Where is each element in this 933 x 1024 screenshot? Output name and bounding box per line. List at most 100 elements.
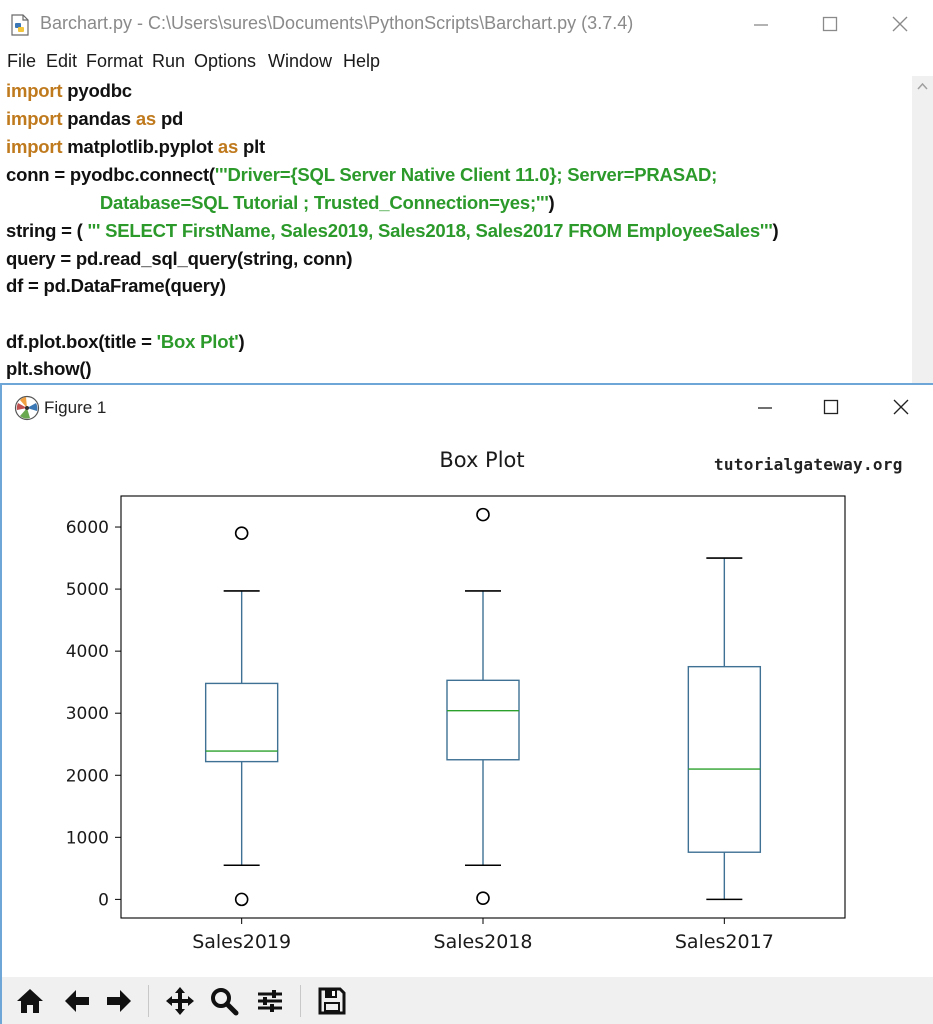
code-line: Database=SQL Tutorial ; Trusted_Connecti… (6, 192, 555, 214)
code-text: pyodbc (62, 80, 132, 101)
code-keyword: import (6, 80, 63, 101)
code-string: Database=SQL Tutorial ; Trusted_Connecti… (99, 192, 549, 213)
outlier-point (476, 891, 490, 905)
close-icon (893, 399, 909, 415)
code-line: df.plot.box(title = 'Box Plot') (6, 331, 245, 353)
code-string: 'Box Plot' (156, 331, 239, 352)
y-tick-label: 4000 (66, 642, 109, 662)
menu-options[interactable]: Options (194, 51, 257, 71)
x-tick-label: Sales2017 (675, 931, 774, 953)
back-button[interactable] (57, 981, 97, 1021)
x-tick-label: Sales2019 (192, 931, 291, 953)
figure-window: Figure 1 tutorialgateway.org Box Plot 0 1… (0, 383, 933, 1024)
code-text: df.plot.box(title = (6, 331, 157, 352)
maximize-icon (822, 16, 838, 32)
close-icon (892, 16, 908, 32)
y-tick-label: 3000 (66, 704, 109, 724)
y-tick-label: 5000 (66, 580, 109, 600)
navigation-toolbar (2, 977, 933, 1024)
figure-maximize-button[interactable] (813, 389, 849, 425)
code-text: ) (772, 220, 779, 241)
configure-subplots-icon (258, 990, 282, 1012)
outlier-point (476, 507, 490, 522)
menu-bar: File Edit Format Run Options Window Help (0, 48, 933, 76)
y-tick-label: 0 (98, 890, 109, 910)
outlier-point (234, 892, 249, 907)
code-text: ) (238, 331, 245, 352)
y-tick-label: 2000 (66, 766, 109, 786)
code-keyword: as (217, 136, 239, 157)
toolbar-separator (300, 985, 301, 1017)
back-arrow-icon (65, 990, 89, 1012)
close-button[interactable] (882, 6, 918, 42)
menu-run[interactable]: Run (152, 51, 186, 71)
figure-minimize-button[interactable] (747, 389, 783, 425)
code-text: ) (548, 192, 555, 213)
menu-window[interactable]: Window (268, 51, 333, 71)
code-text: query = pd.read_sql_query(string, conn) (6, 248, 353, 269)
outlier-point (234, 526, 249, 541)
zoom-icon (211, 988, 239, 1016)
y-tick-label: 1000 (66, 828, 109, 848)
pan-icon (166, 987, 194, 1015)
code-line: df = pd.DataFrame(query) (6, 275, 226, 297)
window-title: Barchart.py - C:\Users\sures\Documents\P… (40, 13, 634, 33)
vertical-scrollbar[interactable] (912, 76, 933, 383)
code-line: plt.show() (6, 358, 92, 380)
code-line: query = pd.read_sql_query(string, conn) (6, 248, 353, 270)
minimize-icon (754, 24, 768, 26)
code-text: pandas (62, 108, 136, 129)
code-line: string = ( ''' SELECT FirstName, Sales20… (6, 220, 779, 242)
save-icon (318, 987, 346, 1015)
idle-titlebar: Barchart.py - C:\Users\sures\Documents\P… (0, 0, 933, 48)
y-tick-label: 6000 (66, 518, 109, 538)
box-iqr (687, 665, 762, 853)
code-string: '''Driver={SQL Server Native Client 11.0… (214, 164, 718, 185)
maximize-icon (823, 399, 839, 415)
menu-format[interactable]: Format (86, 51, 144, 71)
home-button[interactable] (10, 981, 50, 1021)
zoom-button[interactable] (204, 981, 244, 1021)
code-text: pd (156, 108, 184, 129)
x-tick-label: Sales2018 (434, 931, 533, 953)
idle-editor-window: Barchart.py - C:\Users\sures\Documents\P… (0, 0, 933, 383)
figure-close-button[interactable] (883, 389, 919, 425)
code-keyword: import (6, 136, 63, 157)
save-button[interactable] (312, 981, 352, 1021)
code-text (6, 192, 100, 213)
minimize-icon (758, 407, 772, 409)
toolbar-separator (148, 985, 149, 1017)
menu-help[interactable]: Help (343, 51, 381, 71)
code-line: conn = pyodbc.connect('''Driver={SQL Ser… (6, 164, 717, 186)
code-text: matplotlib.pyplot (62, 136, 218, 157)
menu-file[interactable]: File (7, 51, 37, 71)
figure-titlebar: Figure 1 (2, 385, 933, 429)
code-line: import pyodbc (6, 80, 132, 102)
python-file-icon (11, 14, 29, 36)
code-text: df = pd.DataFrame(query) (6, 275, 226, 296)
code-line: import pandas as pd (6, 108, 183, 130)
code-string: ''' SELECT FirstName, Sales2019, Sales20… (87, 220, 773, 241)
watermark-text: tutorialgateway.org (714, 455, 903, 474)
code-line: import matplotlib.pyplot as plt (6, 136, 265, 158)
chart-title: Box Plot (439, 448, 524, 472)
figure-title: Figure 1 (44, 398, 107, 417)
scroll-up-icon[interactable] (917, 82, 928, 90)
forward-button[interactable] (99, 981, 139, 1021)
box-iqr (446, 679, 520, 761)
minimize-button[interactable] (743, 6, 779, 42)
box-plot-chart: Box Plot 0 1000 2000 3000 4000 5000 6000 Sales2… (66, 448, 846, 953)
pan-button[interactable] (160, 981, 200, 1021)
home-icon (17, 989, 43, 1013)
code-keyword: as (135, 108, 156, 129)
configure-subplots-button[interactable] (250, 981, 290, 1021)
maximize-button[interactable] (812, 6, 848, 42)
code-keyword: import (6, 108, 63, 129)
menu-edit[interactable]: Edit (46, 51, 78, 71)
code-text: plt.show() (6, 358, 92, 379)
code-text: plt (238, 136, 265, 157)
code-text: conn = pyodbc.connect( (6, 164, 215, 185)
code-editor[interactable]: import pyodbc import pandas as pd import m… (0, 76, 912, 383)
box-iqr (204, 682, 279, 763)
code-text: string = ( (6, 220, 88, 241)
